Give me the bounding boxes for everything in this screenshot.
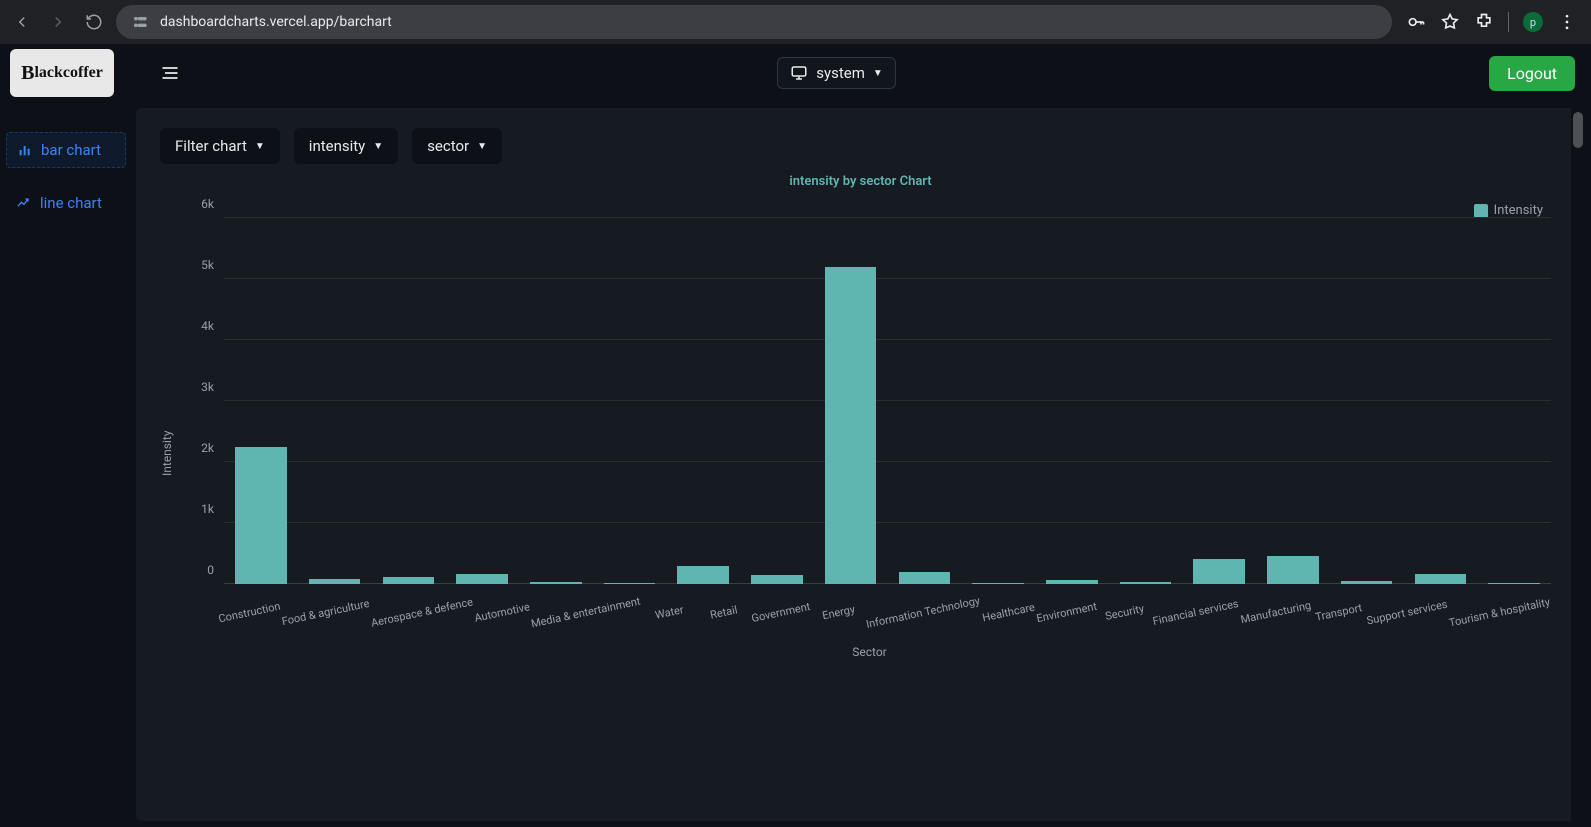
theme-select[interactable]: system ▼ [777, 57, 896, 89]
x-tick-label: Transport [1314, 601, 1363, 624]
x-tick-label: Government [750, 600, 811, 625]
sidebar-item-label: line chart [40, 194, 102, 212]
y-tick: 1k [201, 502, 214, 516]
filter-chart-dropdown[interactable]: Filter chart▼ [160, 128, 280, 164]
x-tick-label: Environment [1035, 600, 1098, 625]
main-panel: Filter chart▼ intensity▼ sector▼ intensi… [136, 108, 1585, 821]
bar[interactable] [383, 577, 435, 584]
sidebar-item-line-chart[interactable]: line chart [6, 186, 126, 220]
x-tick-label: Media & entertainment [530, 595, 642, 631]
legend-label: Intensity [1494, 203, 1543, 218]
chrome-actions: p [1400, 12, 1583, 32]
sidebar-toggle-icon[interactable] [156, 59, 184, 87]
y-tick: 2k [201, 441, 214, 455]
x-tick-label: Aerospace & defence [370, 595, 474, 629]
y-tick: 6k [201, 197, 214, 211]
plot: 01k2k3k4k5k6k [184, 218, 1561, 598]
x-tick-label: Information Technology [865, 594, 981, 631]
sidebar: bar chart line chart [6, 108, 126, 821]
y-axis-label: Intensity [160, 218, 174, 659]
url-text: dashboardcharts.vercel.app/barchart [160, 14, 392, 30]
x-tick-label: Tourism & hospitality [1448, 595, 1551, 629]
bar[interactable] [1488, 583, 1540, 584]
chart-legend: Intensity [160, 203, 1561, 218]
y-tick: 5k [201, 258, 214, 272]
sector-dropdown[interactable]: sector▼ [412, 128, 502, 164]
password-key-icon[interactable] [1406, 12, 1426, 32]
extensions-icon[interactable] [1474, 12, 1494, 32]
bar[interactable] [899, 572, 951, 584]
monitor-icon [790, 64, 808, 82]
chart-title: intensity by sector Chart [160, 174, 1561, 189]
bar[interactable] [604, 583, 656, 584]
bar[interactable] [1415, 574, 1467, 584]
y-tick: 4k [201, 319, 214, 333]
caret-down-icon: ▼ [873, 68, 883, 79]
bar-chart-icon [17, 142, 33, 158]
bar[interactable] [1267, 556, 1319, 584]
bar[interactable] [1341, 581, 1393, 584]
x-tick-label: Food & agriculture [281, 597, 371, 628]
browser-chrome: dashboardcharts.vercel.app/barchart p [0, 0, 1591, 44]
brand-logo[interactable]: Blackcoffer [10, 49, 114, 97]
x-tick-label: Manufacturing [1239, 599, 1312, 627]
x-tick-label: Security [1104, 602, 1145, 623]
x-tick-label: Financial services [1152, 597, 1240, 628]
caret-down-icon: ▼ [255, 141, 265, 152]
line-chart-icon [16, 195, 32, 211]
bars-container [224, 218, 1551, 584]
back-button[interactable] [8, 8, 36, 36]
logout-button[interactable]: Logout [1489, 56, 1575, 91]
forward-button[interactable] [44, 8, 72, 36]
bar[interactable] [1193, 559, 1245, 584]
profile-avatar[interactable]: p [1523, 12, 1543, 32]
bar[interactable] [825, 267, 877, 584]
bar[interactable] [530, 582, 582, 584]
bar[interactable] [235, 447, 287, 584]
url-bar[interactable]: dashboardcharts.vercel.app/barchart [116, 5, 1392, 39]
separator [1508, 12, 1509, 32]
y-axis: 01k2k3k4k5k6k [184, 218, 218, 584]
y-tick: 3k [201, 380, 214, 394]
site-info-icon[interactable] [130, 12, 150, 32]
app-header: Blackcoffer system ▼ Logout [0, 44, 1591, 102]
x-axis-label: Sector [178, 645, 1561, 659]
y-tick: 0 [207, 563, 214, 577]
legend-swatch [1474, 204, 1488, 218]
bar[interactable] [1046, 580, 1098, 584]
sidebar-item-bar-chart[interactable]: bar chart [6, 132, 126, 168]
bar[interactable] [972, 583, 1024, 584]
sidebar-item-label: bar chart [41, 141, 101, 159]
bar[interactable] [677, 566, 729, 584]
intensity-dropdown[interactable]: intensity▼ [294, 128, 398, 164]
theme-label: system [816, 64, 865, 82]
x-tick-label: Support services [1365, 598, 1448, 628]
bar[interactable] [751, 575, 803, 584]
x-tick-label: Energy [821, 603, 856, 623]
bookmark-star-icon[interactable] [1440, 12, 1460, 32]
filter-bar: Filter chart▼ intensity▼ sector▼ [160, 128, 1561, 164]
app-root: Blackcoffer system ▼ Logout bar chart li… [0, 44, 1591, 827]
caret-down-icon: ▼ [373, 141, 383, 152]
kebab-menu-icon[interactable] [1557, 12, 1577, 32]
caret-down-icon: ▼ [477, 141, 487, 152]
x-axis: ConstructionFood & agricultureAerospace … [218, 598, 1551, 619]
x-tick-label: Water [654, 603, 685, 622]
bar[interactable] [456, 574, 508, 584]
x-tick-label: Retail [709, 603, 739, 621]
bar[interactable] [1120, 582, 1172, 584]
chart-area: Intensity 01k2k3k4k5k6k ConstructionFood… [160, 218, 1561, 659]
scrollbar-track[interactable] [1571, 108, 1585, 821]
x-tick-label: Construction [217, 600, 281, 626]
scrollbar-thumb[interactable] [1573, 112, 1583, 148]
x-tick-label: Automotive [473, 600, 531, 624]
x-tick-label: Healthcare [981, 601, 1036, 625]
reload-button[interactable] [80, 8, 108, 36]
bar[interactable] [309, 579, 361, 584]
